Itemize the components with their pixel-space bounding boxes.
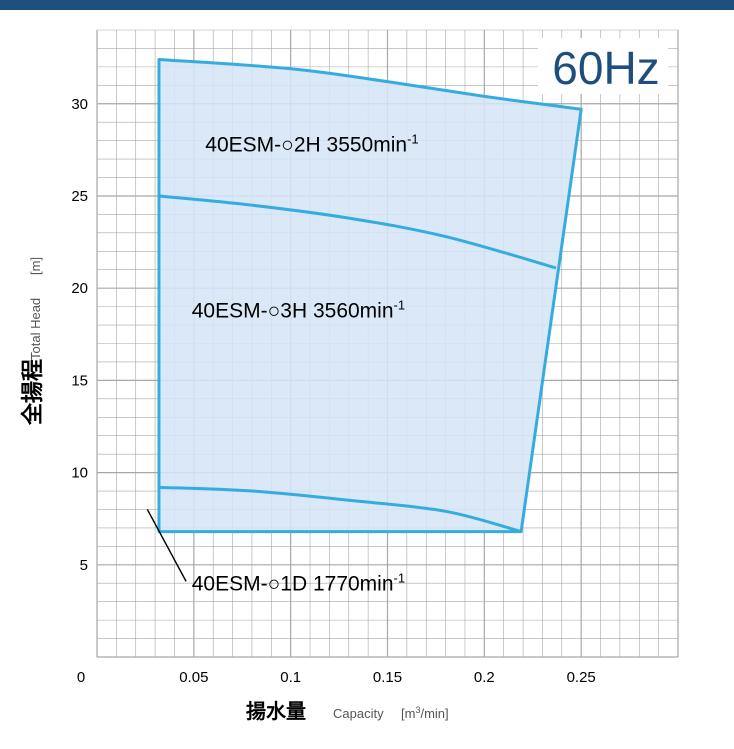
y-axis-label: 全揚程 Total Head [m] <box>20 257 45 426</box>
x-axis-label-jp: 揚水量 <box>246 700 306 723</box>
y-tick-label: 5 <box>80 557 88 574</box>
x-axis-label-en: Capacity <box>333 706 384 721</box>
annotations: 40ESM-○2H 3550min-1 40ESM-○3H 3560min-1 40… <box>192 132 419 596</box>
frequency-badge <box>538 38 668 94</box>
operating-region <box>157 58 583 534</box>
y-axis-label-unit: [m] <box>28 257 43 275</box>
y-tick-label: 20 <box>71 280 88 297</box>
x-tick-label: 0.1 <box>280 669 301 686</box>
x-axis-label: 揚水量 Capacity [m3/min] <box>246 700 449 723</box>
x-tick-labels: 0 0.05 0.1 0.15 0.2 0.25 <box>77 669 596 686</box>
annotation-label: 40ESM-○3H 3560min-1 <box>192 298 405 323</box>
y-tick-labels: 5 10 15 20 25 30 <box>71 96 88 574</box>
annotation-label: 40ESM-○2H 3550min-1 <box>205 132 418 157</box>
y-tick-label: 30 <box>71 96 88 113</box>
x-axis-label-unit: [m3/min] <box>401 705 449 721</box>
x-tick-label: 0.25 <box>567 669 596 686</box>
y-axis-label-jp: 全揚程 <box>20 359 45 426</box>
x-tick-label: 0.2 <box>474 669 495 686</box>
top-accent-bar <box>0 0 734 10</box>
divider-curve-upper <box>158 194 557 270</box>
y-tick-label: 25 <box>71 188 88 205</box>
x-tick-label: 0.15 <box>373 669 402 686</box>
y-tick-label: 15 <box>71 372 88 389</box>
annotation-leader-line <box>146 509 187 582</box>
divider-curve-lower <box>158 485 522 534</box>
x-tick-label: 0.05 <box>179 669 208 686</box>
y-tick-label: 10 <box>71 465 88 482</box>
x-tick-label: 0 <box>77 669 85 686</box>
frequency-badge-text: 60Hz <box>552 42 659 94</box>
annotation-label: 40ESM-○1D 1770min-1 <box>192 571 405 596</box>
y-axis-label-en: Total Head <box>28 298 43 360</box>
